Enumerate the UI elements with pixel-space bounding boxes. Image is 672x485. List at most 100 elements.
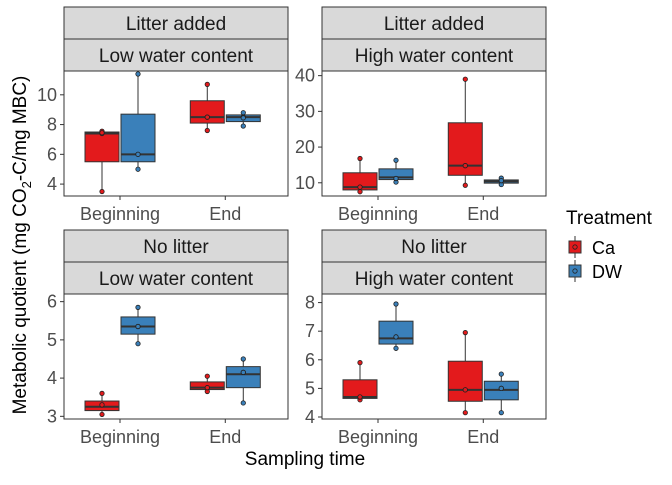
mean-point-1-end-dw <box>240 115 246 121</box>
y-tick-label-4-8: 8 <box>305 293 315 313</box>
strip-top-1 <box>63 6 289 40</box>
y-axis-title-subscript: 2 <box>19 181 34 188</box>
strip-top-label-4: No litter <box>401 237 467 258</box>
data-point-3-beginning-ca-3 <box>99 390 105 396</box>
mean-point-2-end-dw <box>498 178 504 184</box>
strip-top-3 <box>63 229 289 263</box>
data-point-1-end-dw-1 <box>240 123 246 129</box>
legend-label-dw: DW <box>592 262 622 282</box>
legend-title: Treatment <box>566 208 653 229</box>
x-tick-label-2-end: End <box>467 204 499 224</box>
y-tick-label-1-4: 4 <box>47 174 57 194</box>
data-point-2-beginning-ca-1 <box>357 189 363 195</box>
mean-point-1-beginning-ca <box>99 130 105 136</box>
y-tick-label-1-10: 10 <box>37 85 57 105</box>
x-axis-title: Sampling time <box>245 449 365 470</box>
data-point-4-end-ca-1 <box>462 410 468 416</box>
panel-frame-3 <box>63 293 289 420</box>
y-tick-label-3-3: 3 <box>47 406 57 426</box>
y-tick-label-4-6: 6 <box>305 350 315 370</box>
data-point-3-beginning-dw-3 <box>135 304 141 310</box>
strip-top-label-1: Litter added <box>126 14 226 35</box>
mean-point-4-beginning-ca <box>357 394 363 400</box>
data-point-3-end-dw-1 <box>240 400 246 406</box>
data-point-1-beginning-ca-1 <box>99 188 105 195</box>
mean-point-3-end-ca <box>204 385 210 391</box>
data-point-4-beginning-dw-1 <box>393 345 399 351</box>
data-point-3-end-ca-3 <box>204 373 210 379</box>
y-tick-label-1-6: 6 <box>47 144 57 164</box>
panels-layer: Litter added Low water content 4 6 8 10 Beginn… <box>37 6 547 447</box>
box-4-beginning-dw <box>378 320 414 345</box>
mean-point-4-end-dw <box>498 385 504 391</box>
strip-bottom-label-1: Low water content <box>99 46 254 67</box>
strip-bottom-label-2: High water content <box>355 46 514 67</box>
mean-point-1-beginning-dw <box>135 151 141 157</box>
data-point-3-beginning-dw-1 <box>135 341 141 347</box>
data-point-2-end-ca-1 <box>462 182 468 188</box>
y-tick-label-4-7: 7 <box>305 321 315 341</box>
mean-point-3-beginning-ca <box>99 402 105 408</box>
data-point-4-end-dw-1 <box>498 410 504 416</box>
data-point-2-end-ca-3 <box>462 76 468 82</box>
data-point-4-beginning-ca-3 <box>357 360 363 366</box>
box-4-end-ca <box>447 360 483 402</box>
data-point-1-end-ca-1 <box>204 127 210 134</box>
mean-point-1-end-ca <box>204 114 210 120</box>
y-axis-title: Metabolic quotient (mg CO2-C/mg MBC) <box>10 76 34 415</box>
mean-point-4-beginning-dw <box>393 334 399 340</box>
strip-bottom-label-3: Low water content <box>99 269 254 290</box>
strip-bottom-label-4: High water content <box>355 269 514 290</box>
y-tick-label-3-4: 4 <box>47 368 57 388</box>
legend-key-point-ca <box>572 244 578 250</box>
mean-point-3-end-dw <box>240 369 246 375</box>
x-tick-label-3-end: End <box>209 427 241 447</box>
mean-point-2-beginning-dw <box>393 175 399 182</box>
data-point-1-beginning-dw-3 <box>135 71 141 77</box>
y-tick-label-2-10: 10 <box>295 173 315 193</box>
data-point-1-end-dw-3 <box>240 110 246 116</box>
legend-label-ca: Ca <box>592 238 616 258</box>
x-tick-label-1-beginning: Beginning <box>80 204 160 224</box>
y-axis-title-part-1: Metabolic quotient (mg CO <box>10 188 31 414</box>
box-1-end-ca <box>189 100 225 124</box>
data-point-4-end-dw-3 <box>498 371 504 377</box>
data-point-4-beginning-dw-3 <box>393 301 399 307</box>
box-3-end-dw <box>225 366 261 389</box>
strip-top-label-3: No litter <box>143 237 209 258</box>
x-tick-label-2-beginning: Beginning <box>338 204 418 224</box>
data-point-3-end-dw-3 <box>240 356 246 362</box>
strip-top-label-2: Litter added <box>384 14 484 35</box>
data-point-3-beginning-ca-1 <box>99 411 105 418</box>
legend-key-point-dw <box>572 268 578 274</box>
x-tick-label-4-beginning: Beginning <box>338 427 418 447</box>
data-point-1-end-ca-3 <box>204 81 210 87</box>
x-tick-label-3-beginning: Beginning <box>80 427 160 447</box>
x-tick-label-4-end: End <box>467 427 499 447</box>
mean-point-2-end-ca <box>462 163 468 169</box>
y-tick-label-1-8: 8 <box>47 115 57 135</box>
legend: Treatment Ca DW <box>566 208 653 282</box>
y-tick-label-2-20: 20 <box>295 137 315 157</box>
y-axis-title-part-2: -C/mg MBC) <box>10 76 31 182</box>
y-tick-label-4-5: 5 <box>305 378 315 398</box>
mean-point-3-beginning-dw <box>135 323 141 330</box>
data-point-4-end-ca-3 <box>462 330 468 336</box>
box-1-beginning-ca <box>84 131 120 163</box>
strip-bottom-2 <box>321 38 547 72</box>
y-tick-label-3-6: 6 <box>47 292 57 312</box>
mean-point-2-beginning-ca <box>357 184 363 190</box>
y-tick-label-3-5: 5 <box>47 330 57 350</box>
y-tick-label-2-40: 40 <box>295 66 315 86</box>
data-point-1-beginning-dw-1 <box>135 166 141 172</box>
y-tick-label-4-4: 4 <box>305 407 315 427</box>
strip-top-4 <box>321 229 547 263</box>
data-point-2-beginning-dw-3 <box>393 157 399 163</box>
y-tick-label-2-30: 30 <box>295 101 315 121</box>
strip-bottom-1 <box>63 38 289 72</box>
data-point-2-beginning-ca-3 <box>357 155 363 162</box>
mean-point-4-end-ca <box>462 387 468 393</box>
x-tick-label-1-end: End <box>209 204 241 224</box>
